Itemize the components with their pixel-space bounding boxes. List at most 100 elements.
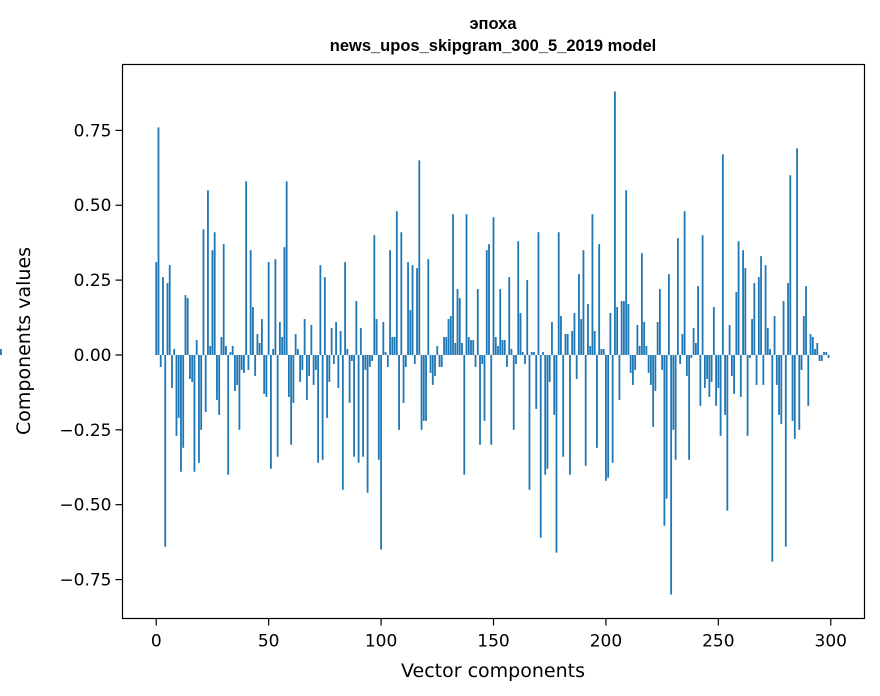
bar-82 [339, 331, 342, 355]
bar-220 [649, 354, 652, 385]
bars-group [0, 91, 830, 595]
bar-258 [735, 292, 738, 355]
bar-174 [546, 354, 549, 469]
bar-142 [474, 354, 477, 367]
bar-227 [665, 354, 668, 499]
bar-131 [449, 316, 452, 355]
bar-16 [191, 354, 194, 382]
bar-228 [667, 274, 670, 355]
bar-296 [820, 354, 823, 361]
bar-277 [778, 354, 780, 415]
bar-278 [780, 354, 783, 424]
bar-49 [265, 354, 268, 397]
bar-226 [663, 354, 666, 526]
bar-35 [234, 354, 236, 391]
bar-41 [247, 354, 250, 370]
bar-8 [173, 348, 176, 355]
bar-48 [263, 354, 266, 394]
bar-199 [602, 348, 605, 355]
bar-140 [470, 340, 472, 355]
bar-202 [609, 313, 612, 355]
bar-123 [431, 354, 434, 385]
x-tick-label: 200 [590, 632, 622, 652]
bar-218 [645, 345, 648, 355]
bar-25 [211, 250, 214, 355]
bar-153 [499, 289, 502, 355]
bar-157 [508, 277, 511, 355]
bar-147 [485, 250, 488, 355]
bar-251 [719, 354, 722, 436]
y-tick-label: −0.25 [59, 421, 111, 441]
bar-233 [679, 354, 682, 364]
bar-56 [281, 337, 284, 355]
bar-29 [220, 337, 223, 355]
bar-114 [411, 265, 414, 355]
bar-110 [402, 354, 405, 403]
bar-272 [766, 328, 769, 355]
bar-77 [328, 354, 331, 382]
bar-91 [359, 328, 362, 355]
bar-22 [204, 354, 207, 412]
x-axis-label: Vector components [401, 660, 585, 682]
bar-108 [398, 354, 400, 430]
bar-217 [643, 322, 646, 355]
bar-61 [292, 354, 295, 403]
bar-283 [791, 354, 794, 421]
bar-32 [227, 354, 230, 475]
bar-279 [782, 301, 785, 355]
bar-103 [386, 354, 389, 367]
bar-39 [243, 354, 245, 373]
bar-50 [267, 262, 270, 355]
bar-129 [445, 337, 448, 355]
bar-7 [171, 354, 173, 388]
y-tick-label: −0.75 [59, 571, 111, 591]
bar-94 [366, 354, 369, 493]
bar-179 [557, 232, 560, 355]
bar-264 [748, 354, 751, 358]
x-tick-label: 250 [702, 632, 734, 652]
bar-212 [632, 354, 634, 385]
x-tick-label: 50 [258, 632, 280, 652]
x-tick-label: 100 [365, 632, 397, 652]
bar-130 [447, 319, 450, 355]
bar-163 [521, 351, 524, 355]
bar-193 [589, 345, 592, 355]
bar-244 [703, 354, 706, 388]
bar-45 [256, 334, 259, 355]
bar-187 [575, 354, 578, 379]
x-tick-label: 150 [477, 632, 509, 652]
bar-1 [157, 127, 160, 355]
bar-240 [694, 342, 697, 355]
bar-78 [330, 328, 333, 355]
bar-156 [506, 354, 508, 367]
bar-27 [216, 354, 218, 400]
bar-99 [377, 354, 380, 460]
bar-5 [166, 283, 169, 355]
bar-221 [652, 354, 655, 427]
bar-31 [225, 345, 227, 355]
bar-112 [407, 262, 409, 355]
bar-71 [314, 354, 317, 370]
bar-232 [676, 238, 679, 355]
bar-195 [593, 331, 596, 355]
bar-171 [539, 354, 542, 538]
bar-122 [429, 354, 432, 373]
bar-201 [607, 354, 610, 478]
bar-247 [710, 354, 713, 382]
bar-177 [553, 354, 556, 415]
bar-0 [155, 262, 158, 355]
bar-51 [270, 354, 272, 469]
bar-295 [818, 354, 821, 361]
bar-189 [580, 319, 583, 355]
bar-84 [344, 262, 346, 355]
bar-168 [533, 351, 535, 355]
bar-116 [416, 268, 418, 355]
bar-2 [159, 354, 162, 367]
bar-211 [629, 354, 632, 373]
bar-236 [685, 354, 688, 376]
bar-160 [515, 354, 517, 364]
bar-254 [726, 354, 729, 511]
y-axis-ticks: −0.75 −0.50 −0.25 0.00 0.25 0.50 0.75 [59, 121, 123, 591]
bar-271 [764, 265, 767, 355]
bar-11 [180, 354, 182, 472]
